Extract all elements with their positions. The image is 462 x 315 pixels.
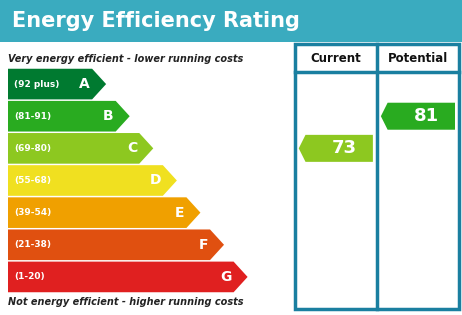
Text: Not energy efficient - higher running costs: Not energy efficient - higher running co… <box>8 297 243 307</box>
Bar <box>0 0 462 42</box>
Text: (55-68): (55-68) <box>14 176 51 185</box>
Text: 81: 81 <box>414 107 439 125</box>
Text: 73: 73 <box>332 139 357 158</box>
Text: D: D <box>149 174 161 187</box>
Text: E: E <box>175 206 184 220</box>
Text: (69-80): (69-80) <box>14 144 51 153</box>
Polygon shape <box>381 103 455 130</box>
Polygon shape <box>8 101 130 132</box>
Text: G: G <box>220 270 231 284</box>
Bar <box>295 44 459 309</box>
Polygon shape <box>8 133 153 164</box>
Text: Potential: Potential <box>388 51 448 65</box>
Text: B: B <box>103 109 114 123</box>
Text: Energy Efficiency Rating: Energy Efficiency Rating <box>12 11 300 31</box>
Polygon shape <box>8 165 177 196</box>
Text: Very energy efficient - lower running costs: Very energy efficient - lower running co… <box>8 54 243 64</box>
Text: Current: Current <box>310 51 361 65</box>
Text: (39-54): (39-54) <box>14 208 51 217</box>
Text: (81-91): (81-91) <box>14 112 51 121</box>
Polygon shape <box>8 261 248 292</box>
Text: C: C <box>127 141 137 155</box>
Polygon shape <box>299 135 373 162</box>
Polygon shape <box>8 69 106 100</box>
Text: (21-38): (21-38) <box>14 240 51 249</box>
Text: F: F <box>199 238 208 252</box>
Text: (1-20): (1-20) <box>14 272 45 281</box>
Polygon shape <box>8 197 201 228</box>
Text: A: A <box>79 77 90 91</box>
Text: (92 plus): (92 plus) <box>14 80 60 89</box>
Polygon shape <box>8 229 224 260</box>
